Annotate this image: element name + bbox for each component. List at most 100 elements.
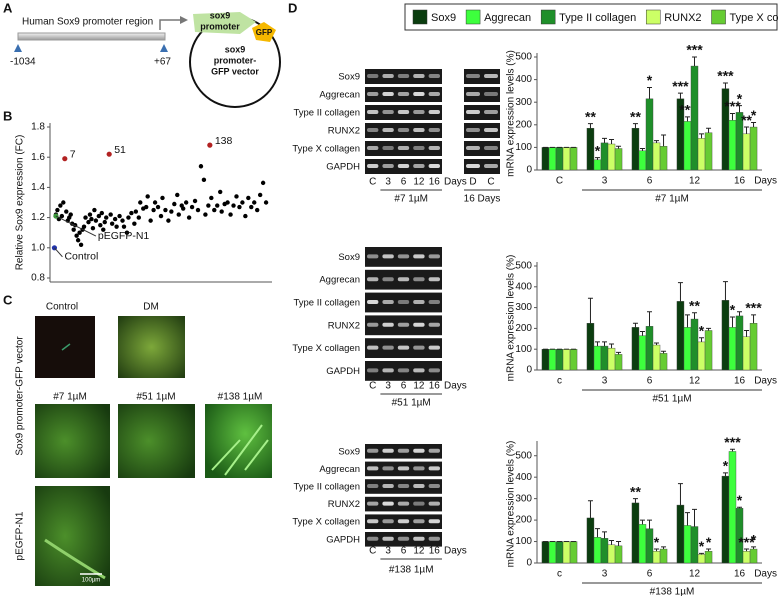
scale-label: 100µm: [82, 578, 100, 584]
error-bar: [654, 342, 660, 346]
point: [78, 242, 84, 247]
lane-label: 3: [385, 546, 391, 557]
lane-label: 3: [385, 381, 391, 392]
gel-band: [367, 536, 379, 541]
y-tick-label: 300: [515, 493, 532, 504]
point-label: pEGFP-N1: [98, 230, 150, 242]
point: [145, 194, 150, 199]
gel-band: [413, 368, 425, 373]
micrograph: [118, 404, 195, 478]
y-tick-label: 1.0: [31, 242, 45, 253]
gel-row-label: GAPDH: [326, 162, 360, 173]
point: [172, 201, 177, 207]
vector-label: promoter-: [214, 55, 257, 65]
gel-band: [397, 368, 410, 373]
gel-band: [428, 254, 440, 259]
x-tick-label: C: [556, 176, 563, 187]
gel-band: [428, 164, 440, 168]
gel-band: [367, 254, 379, 259]
gfp-label: GFP: [256, 28, 273, 37]
bar: [593, 159, 602, 171]
bar: [548, 541, 557, 564]
y-tick-label: 500: [515, 52, 532, 63]
bar: [676, 504, 685, 564]
x-tick-label: c: [557, 376, 562, 387]
error-bar: [639, 148, 645, 151]
point: [114, 224, 119, 229]
leader-line: [55, 215, 97, 237]
gel-band: [382, 368, 394, 373]
gel-band: [367, 277, 379, 282]
error-bar: [677, 282, 683, 302]
gel-band: [413, 110, 425, 114]
bar: [728, 327, 737, 371]
gel-strip: [464, 69, 500, 84]
gel-band: [382, 484, 394, 488]
point: [201, 177, 207, 183]
gel-band: [382, 146, 394, 150]
x-tick-label: 6: [647, 569, 653, 580]
error-bar: [692, 312, 697, 320]
gel-group-label: #7 1µM: [394, 194, 428, 205]
y-tick-label: 100: [515, 142, 532, 153]
arrow-head: [180, 16, 188, 24]
gel-band: [367, 74, 379, 78]
gfp-shape: [252, 22, 276, 42]
point: [257, 192, 263, 198]
point: [207, 142, 213, 148]
gel-band: [413, 128, 425, 132]
significance: **: [585, 108, 596, 124]
gel-band: [428, 345, 440, 350]
legend-swatch: [540, 9, 556, 25]
error-bar: [744, 126, 750, 134]
vector-label: sox9: [225, 44, 246, 54]
error-bar: [587, 123, 593, 129]
lane-label: 16: [429, 546, 441, 557]
y-axis-title: mRNA expression levels (%): [506, 50, 517, 177]
x-tick-label: 6: [647, 176, 653, 187]
significance: ***: [686, 42, 703, 58]
gel-band: [428, 536, 440, 541]
error-bar: [729, 316, 735, 328]
significance: *: [751, 532, 757, 548]
point: [121, 224, 127, 229]
y-tick-label: 0: [526, 165, 532, 176]
point: [55, 207, 60, 213]
bar: [749, 126, 758, 171]
legend-swatch: [645, 9, 661, 25]
error-bar: [609, 539, 615, 545]
point: [87, 212, 93, 217]
treatment-label: #138 1µM: [218, 392, 263, 403]
gel-band: [466, 164, 480, 168]
bar: [652, 551, 661, 564]
gel-band: [397, 128, 410, 132]
gel-band: [466, 146, 480, 150]
bar: [728, 120, 737, 171]
point-label: Control: [64, 251, 98, 263]
gel-band: [413, 322, 425, 327]
gel-band: [397, 519, 410, 524]
gel-band: [413, 92, 425, 96]
x-tick-label: 16: [734, 376, 746, 387]
point: [155, 204, 161, 210]
point-label: 7: [70, 148, 76, 160]
bar: [600, 345, 609, 371]
point: [129, 210, 134, 216]
point: [99, 210, 105, 216]
bar: [562, 541, 571, 564]
legend-label: Aggrecan: [484, 12, 531, 24]
gel-row-label: RUNX2: [328, 499, 360, 510]
gel-band: [397, 110, 410, 114]
point: [144, 204, 149, 210]
error-bar: [684, 314, 690, 328]
point: [148, 218, 153, 223]
column-label: Control: [46, 302, 78, 313]
y-axis-title: mRNA expression levels (%): [506, 441, 517, 568]
point: [133, 209, 139, 214]
gel-band: [382, 345, 394, 350]
chart-subtitle: #51 1µM: [652, 394, 691, 405]
point: [96, 213, 102, 219]
point: [106, 151, 112, 157]
point: [64, 209, 69, 214]
gel-band: [413, 254, 425, 259]
